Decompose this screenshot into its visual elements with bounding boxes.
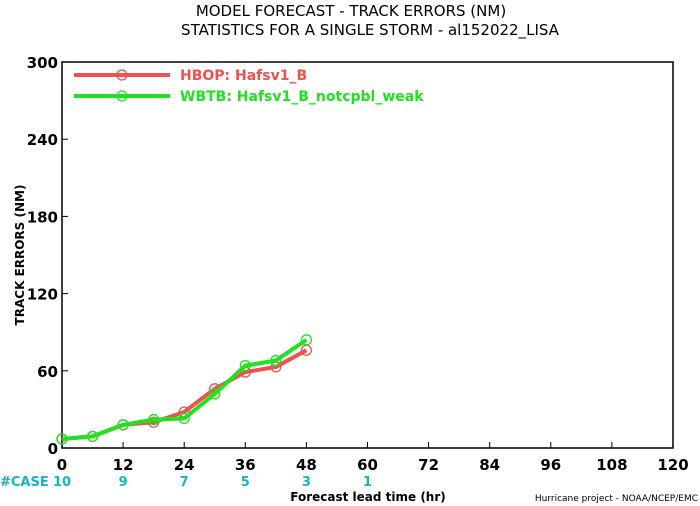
x-tick-label: 96 [540, 456, 561, 474]
case-label: #CASE [0, 475, 49, 490]
case-count: 1 [363, 475, 372, 490]
legend: HBOP: Hafsv1_B WBTB: Hafsv1_B_notcpbl_wea… [74, 68, 424, 105]
x-tick-label: 24 [174, 456, 195, 474]
y-tick-label: 60 [37, 363, 58, 381]
legend-entry: WBTB: Hafsv1_B_notcpbl_weak [180, 89, 424, 105]
x-axis: 0 12 24 36 48 60 72 84 96 108 120 [57, 442, 689, 474]
x-tick-label: 84 [479, 456, 500, 474]
y-axis: 0 60 120 180 240 300 [27, 54, 68, 458]
data-point [56, 433, 68, 445]
data-point [147, 414, 160, 426]
legend-entry: HBOP: Hafsv1_B [180, 68, 307, 84]
series-line [61, 338, 308, 441]
x-tick-label: 0 [57, 456, 67, 474]
x-axis-label: Forecast lead time (hr) [290, 490, 446, 504]
case-count: 9 [119, 475, 128, 490]
legend-swatch-marker [116, 69, 128, 81]
data-point [117, 419, 129, 431]
x-tick-label: 48 [296, 456, 317, 474]
case-count: 7 [180, 475, 189, 490]
x-tick-label: 36 [235, 456, 256, 474]
x-tick-label: 12 [113, 456, 134, 474]
credit-text: Hurricane project - NOAA/NCEP/EMC [535, 494, 698, 504]
y-tick-label: 120 [27, 286, 58, 304]
chart-title: MODEL FORECAST - TRACK ERRORS (NM) [196, 2, 506, 20]
y-tick-label: 300 [27, 54, 58, 72]
plot-area [61, 61, 674, 449]
y-tick-label: 180 [27, 208, 58, 226]
case-count: 3 [302, 475, 311, 490]
data-point [209, 388, 221, 400]
x-tick-label: 72 [418, 456, 439, 474]
case-counts: #CASE 10 9 7 5 3 1 [0, 475, 372, 490]
y-tick-label: 240 [27, 131, 58, 149]
y-tick-label: 0 [48, 440, 58, 458]
data-point [270, 354, 282, 367]
case-count: 10 [53, 475, 71, 490]
chart-subtitle: STATISTICS FOR A SINGLE STORM - al152022… [181, 21, 560, 40]
x-tick-label: 120 [657, 456, 688, 474]
data-point [239, 360, 251, 372]
series-group [56, 334, 313, 445]
x-tick-label: 60 [357, 456, 378, 474]
x-tick-label: 108 [596, 456, 627, 474]
data-point [86, 430, 99, 443]
data-point [300, 334, 313, 346]
legend-swatch-marker [116, 90, 128, 102]
case-count: 5 [241, 475, 250, 490]
y-axis-label: TRACK ERRORS (NM) [13, 185, 27, 326]
data-point [178, 412, 190, 425]
